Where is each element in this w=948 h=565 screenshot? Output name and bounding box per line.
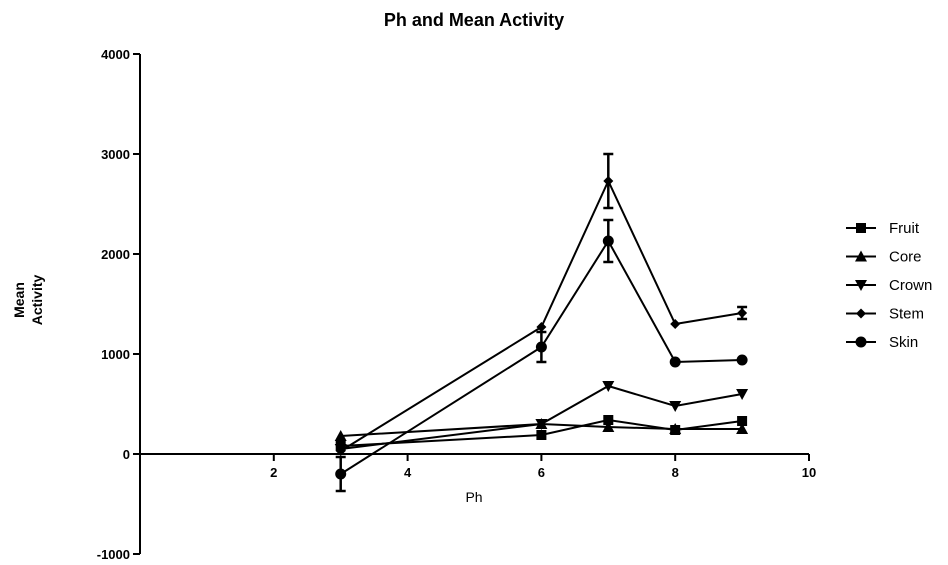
y-tick-label: 0 (123, 447, 130, 462)
y-axis-label: Mean Activity (11, 275, 45, 326)
x-tick-label: 10 (802, 465, 816, 480)
data-point-stem (335, 446, 346, 456)
legend-marker-core (855, 250, 867, 262)
y-axis-label-line-1: Mean (11, 282, 27, 318)
data-point-fruit (536, 430, 547, 440)
data-point-stem (670, 319, 681, 329)
legend: Fruit Core Crown Stem Skin (846, 220, 932, 351)
data-point-core (334, 430, 347, 441)
error-bar-skin (335, 455, 346, 493)
x-tick-label: 6 (538, 465, 545, 480)
x-axis-label: Ph (465, 489, 482, 505)
chart-title: Ph and Mean Activity (384, 10, 564, 30)
y-axis-label-line-2: Activity (29, 275, 45, 326)
data-point-skin (669, 356, 681, 368)
data-point-core (602, 421, 615, 432)
legend-marker-crown (855, 280, 867, 291)
x-tick-label: 4 (404, 465, 412, 480)
y-tick-label: 4000 (101, 47, 130, 62)
data-point-fruit (737, 416, 748, 426)
error-bar-skin (603, 218, 614, 264)
y-tick-label: 1000 (101, 347, 130, 362)
legend-item-skin: Skin (846, 334, 918, 351)
data-point-skin (736, 354, 748, 366)
data-point-crown (602, 381, 615, 392)
legend-item-crown: Crown (846, 277, 932, 294)
error-bar-stem (603, 152, 614, 210)
legend-marker-fruit (856, 223, 866, 233)
plot-area (334, 152, 749, 493)
error-bar-stem (737, 305, 748, 321)
x-tick-label: 8 (672, 465, 679, 480)
legend-marker-skin (855, 336, 867, 348)
y-tick-label: 3000 (101, 147, 130, 162)
y-tick-label: -1000 (97, 547, 130, 562)
data-point-crown (736, 389, 749, 400)
x-tick-label: 2 (270, 465, 277, 480)
legend-item-fruit: Fruit (846, 220, 920, 237)
legend-label: Crown (889, 277, 932, 294)
y-tick-label: 2000 (101, 247, 130, 262)
legend-item-core: Core (846, 249, 922, 266)
legend-label: Fruit (889, 220, 920, 237)
legend-label: Core (889, 249, 922, 266)
data-point-fruit (603, 415, 614, 425)
legend-marker-stem (856, 308, 866, 319)
series-line-stem (340, 178, 743, 452)
error-bar-skin (536, 330, 547, 364)
data-point-core (736, 423, 749, 434)
legend-label: Stem (889, 306, 924, 323)
data-point-crown (669, 401, 682, 412)
data-point-crown (535, 419, 548, 430)
legend-item-stem: Stem (846, 306, 924, 323)
data-point-core (669, 423, 682, 434)
axes: -1000 0 1000 2000 3000 4000 2 4 6 8 10 (97, 47, 816, 562)
data-point-stem (536, 322, 547, 332)
legend-label: Skin (889, 334, 918, 351)
